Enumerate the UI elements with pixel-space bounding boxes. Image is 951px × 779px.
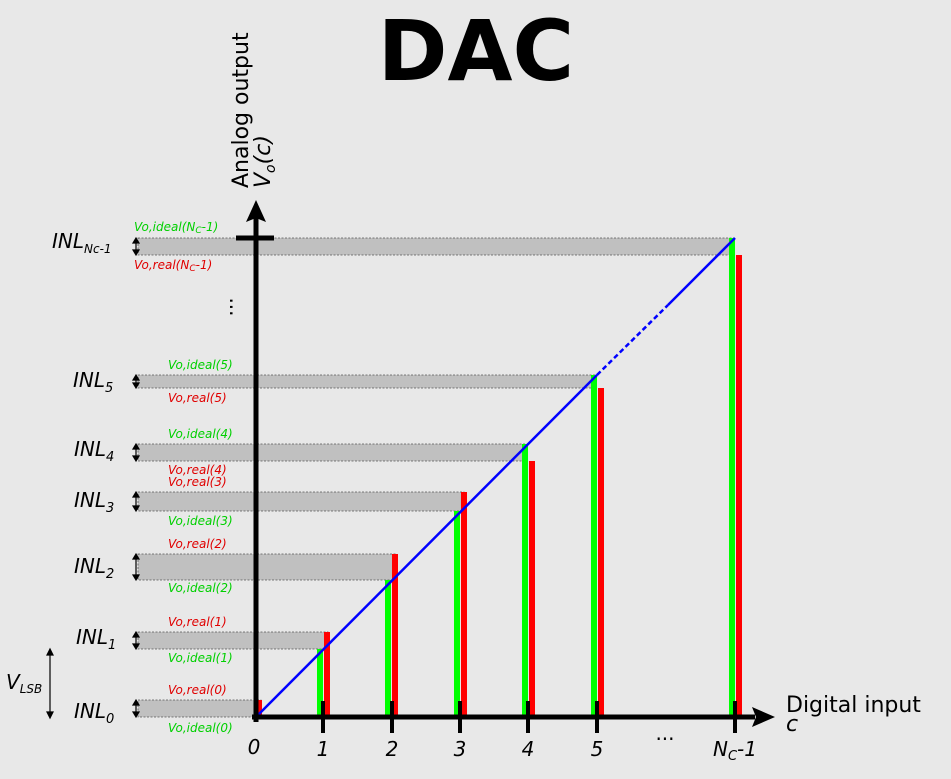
x-axis-arrow-icon xyxy=(752,707,775,727)
y-axis-arrow-icon xyxy=(246,200,266,222)
real-bar-0 xyxy=(256,700,262,717)
real-bar-4 xyxy=(529,461,535,717)
inl-arrows xyxy=(46,236,141,720)
y-axis-label-group: Analog output Vo(c) xyxy=(229,32,279,188)
real-bar-5 xyxy=(598,388,604,717)
inl-band-5 xyxy=(137,374,597,389)
inl-arrow-nc1-down-icon xyxy=(131,249,141,257)
real-label-4: Vo,real(4) xyxy=(168,463,227,477)
real-label-2: Vo,real(2) xyxy=(168,537,227,551)
inl-label-4: INL4 xyxy=(74,437,114,465)
real-label-3: Vo,real(3) xyxy=(168,475,227,489)
x-ellipsis: ... xyxy=(655,721,674,745)
output-bars xyxy=(256,238,742,717)
real-label-5: Vo,real(5) xyxy=(168,391,227,405)
ideal-label-5: Vo,ideal(5) xyxy=(168,358,233,372)
real-bar-nc1 xyxy=(736,255,742,717)
ideal-transfer-line xyxy=(255,374,598,718)
diagram-title: DAC xyxy=(378,2,574,100)
inl-band-4 xyxy=(137,443,527,462)
inl-arrow-0-up-icon xyxy=(131,698,141,706)
inl-band-3 xyxy=(137,491,465,512)
inl-band-nc1 xyxy=(137,237,735,256)
real-label-1: Vo,real(1) xyxy=(168,615,227,629)
x-tick-label-2: 2 xyxy=(386,737,399,761)
axes xyxy=(236,218,755,722)
ideal-bar-5 xyxy=(591,375,597,717)
ideal-bar-1 xyxy=(317,649,323,717)
ideal-label-2: Vo,ideal(2) xyxy=(168,581,233,595)
ideal-bar-2 xyxy=(385,580,391,717)
ideal-label-nc1: Vo,ideal(NC-1) xyxy=(134,220,218,236)
inl-arrow-5-down-icon xyxy=(131,382,141,390)
inl-arrow-2-down-icon xyxy=(131,574,141,582)
real-bar-2 xyxy=(392,554,398,717)
ideal-label-3: Vo,ideal(3) xyxy=(168,514,233,528)
inl-arrow-3-up-icon xyxy=(131,490,141,498)
x-axis-label: Digital input xyxy=(786,693,921,718)
inl-bands xyxy=(137,237,735,718)
real-label-0: Vo,real(0) xyxy=(168,683,227,697)
inl-arrow-4-up-icon xyxy=(131,442,141,450)
ideal-label-0: Vo,ideal(0) xyxy=(168,721,233,735)
ideal-bar-4 xyxy=(522,444,528,717)
ideal-label-1: Vo,ideal(1) xyxy=(168,651,233,665)
vlsb-arrow-down-icon xyxy=(46,711,54,720)
inl-arrow-0-down-icon xyxy=(131,711,141,719)
real-label-nc1: Vo,real(NC-1) xyxy=(134,258,212,274)
inl-label-5: INL5 xyxy=(73,368,113,396)
inl-arrow-nc1-up-icon xyxy=(131,236,141,244)
real-bar-1 xyxy=(324,632,330,717)
ideal-bar-3 xyxy=(454,511,460,717)
inl-labels: INL0 INL1 INL2 INL3 INL4 INL5 INLNc-1 xyxy=(52,229,116,727)
inl-arrow-1-up-icon xyxy=(131,630,141,638)
inl-arrow-2-up-icon xyxy=(131,552,141,560)
ideal-bar-nc1 xyxy=(729,238,735,717)
x-tick-labels: 0 1 2 3 4 5 xyxy=(248,735,604,761)
inl-label-1: INL1 xyxy=(76,625,116,653)
inl-band-1 xyxy=(137,631,329,650)
inl-band-0 xyxy=(137,699,262,718)
real-bar-3 xyxy=(461,492,467,717)
ideal-transfer-line-end xyxy=(667,237,736,306)
inl-label-0: INL0 xyxy=(74,699,114,727)
y-ellipsis: ... xyxy=(225,297,249,316)
inl-label-2: INL2 xyxy=(74,554,114,582)
ideal-label-4: Vo,ideal(4) xyxy=(168,427,233,441)
x-tick-label-5: 5 xyxy=(591,737,604,761)
ideal-transfer-line-dashed xyxy=(596,304,669,376)
y-axis-label: Analog output xyxy=(229,32,254,188)
x-tick-label-1: 1 xyxy=(317,737,330,761)
x-tick-label-4: 4 xyxy=(522,737,535,761)
vlsb-label: VLSB xyxy=(6,670,42,696)
inl-band-2 xyxy=(137,553,397,581)
inl-arrow-5-up-icon xyxy=(131,373,141,381)
inl-arrow-3-down-icon xyxy=(131,505,141,513)
x-axis-symbol: c xyxy=(786,712,798,737)
inl-label-3: INL3 xyxy=(74,488,114,516)
inl-label-nc1: INLNc-1 xyxy=(52,229,112,256)
x-tick-label-0: 0 xyxy=(248,735,261,759)
y-axis-symbol: Vo(c) xyxy=(251,135,279,188)
x-tick-label-nc1: NC-1 xyxy=(713,737,757,764)
inl-arrow-4-down-icon xyxy=(131,455,141,463)
vlsb-arrow-up-icon xyxy=(46,647,54,656)
x-tick-label-3: 3 xyxy=(454,737,467,761)
x-tick-marks xyxy=(321,701,737,733)
inl-arrow-1-down-icon xyxy=(131,643,141,651)
